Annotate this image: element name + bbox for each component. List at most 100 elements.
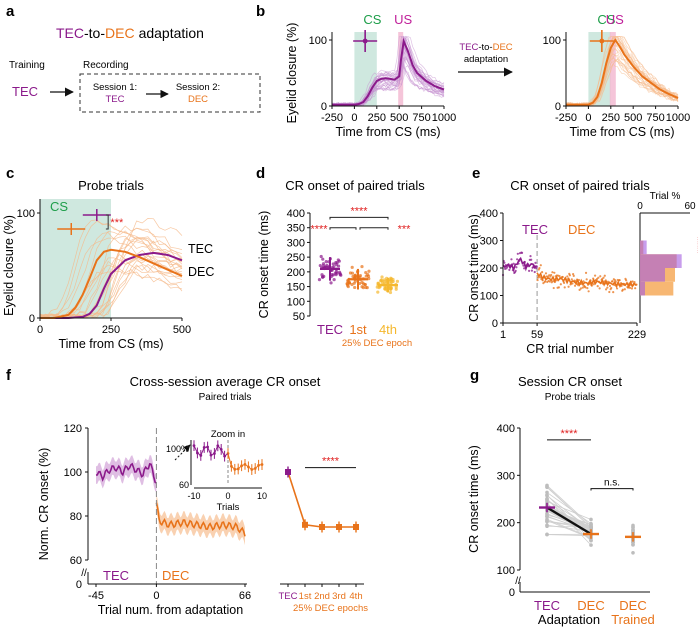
data-point [545,484,549,489]
panel-g: g Session CR onset Probe trials TEC DEC DEC *… [467,367,655,627]
trial-trace-line [39,220,183,316]
f-y-axis-label: Norm. CR onset (%) [37,448,51,561]
training-label: Training [9,60,45,71]
data-point [388,279,392,283]
b-x-tick-label: 500 [390,112,408,124]
panel-letter-d: d [256,165,265,182]
b-arrow-mid: -to- [478,42,492,53]
epoch-point [319,524,325,530]
panel-e: e CR onset of paired trials TEC DEC 0 100 200… [467,165,698,356]
data-point [523,267,526,270]
data-point [540,270,544,274]
data-point [545,523,549,527]
data-point [545,513,549,517]
f-dec-label: DEC [162,568,189,583]
d-y-axis-label: CR onset time (ms) [257,211,271,319]
b-y-tick-label: 100 [309,35,327,47]
b-y-tick-label: 100 [543,35,561,47]
paired-line [546,485,592,527]
data-point [598,287,601,290]
data-point [631,525,635,529]
c-y-tick-label: 100 [17,208,35,220]
data-point [321,257,325,261]
data-point [545,532,549,537]
category-label: 4th [379,322,397,337]
data-point [548,280,551,283]
data-point [606,286,609,289]
data-point [593,274,597,277]
b-x-tick-label: 250 [368,112,386,124]
epoch-category-label: TEC [279,591,298,602]
d-sig-left: **** [310,223,328,235]
title-tec: TEC [56,25,84,41]
hist-tick-label: 60 [684,201,696,212]
data-point [592,283,595,286]
d-sig-top: **** [350,205,368,217]
session2-value: DEC [188,94,208,105]
b-arrow-label-1: TEC-to-DEC [459,42,512,53]
data-point [365,286,369,290]
f-subtitle: Paired trials [199,392,252,403]
data-point [563,286,566,289]
data-point [331,262,335,266]
data-point [345,282,349,286]
f-x-tick-label: 0 [153,590,159,602]
paired-line [546,520,592,539]
sig-bracket [105,214,109,230]
cs-label: CS [363,12,381,27]
b-x-tick-label: 0 [351,112,357,124]
data-point [503,261,506,264]
data-point [628,286,632,289]
epoch-category-label: 1st [299,591,312,602]
data-point [545,493,549,498]
data-point [608,290,611,294]
data-point [353,285,357,290]
training-value: TEC [12,84,38,99]
sig-bracket-top [329,216,389,220]
data-point [324,260,328,264]
data-point [631,280,634,283]
b-arrow-tec: TEC [459,42,478,53]
c-y-tick-label: 0 [29,313,35,325]
data-point [361,285,365,290]
data-point [512,262,515,265]
data-point [584,286,587,289]
data-point [621,288,624,291]
panel-letter-g: g [470,367,479,384]
c-title: Probe trials [78,178,144,193]
data-point [516,258,519,261]
onset-marker-dot [599,38,605,44]
f-x-axis-label: Trial num. from adaptation [98,603,243,617]
panel-c-plot: Probe trials CS TEC DEC *** 0 100 0 250 500 Time f… [2,178,214,351]
data-point [557,286,560,289]
data-point [533,270,536,274]
b-x-axis-label: Time from CS (ms) [335,125,440,139]
epoch-point [336,524,342,530]
data-point [623,288,626,291]
f-x-tick-label: -45 [88,590,104,602]
d-y-tick-label: 400 [287,208,305,220]
d-title: CR onset of paired trials [285,178,425,193]
data-point [596,285,599,288]
g-y-tick-label: 300 [497,470,515,482]
cs-label: CS [50,199,68,214]
d-y-tick-label: 250 [287,252,305,264]
panel-c: c Probe trials CS TEC DEC *** 0 100 0 250 500 Time… [2,165,214,351]
panel-f: f Cross-session average CR onset Paired t… [6,367,368,617]
b-x-tick-label: 1000 [432,112,456,124]
b-x-tick-label: 750 [412,112,430,124]
category-label: DEC [577,598,604,613]
trial-trace-line [565,36,679,107]
data-point [337,259,341,263]
running-mean-line [536,271,637,289]
title-dec: DEC [105,25,135,41]
data-point [545,497,549,502]
d-y-tick-label: 150 [287,282,305,294]
data-point [561,275,564,279]
data-point [602,276,605,279]
category-label: TEC [317,322,343,337]
hist-bar-dec [640,281,674,296]
data-point [589,522,593,527]
